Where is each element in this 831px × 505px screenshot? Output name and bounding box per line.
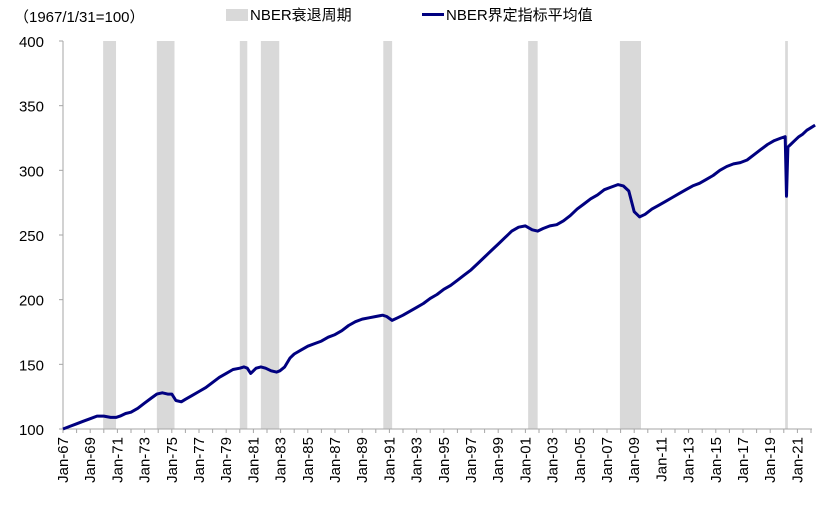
x-tick-label: Jan-93 [409,437,426,483]
y-tick-label: 300 [19,163,44,180]
y-axis-unit-label: （1967/1/31=100） [14,9,145,26]
recession-band [103,41,117,429]
recession-swatch-icon [226,8,248,21]
recession-band [156,41,175,429]
x-tick-label: Jan-73 [137,437,154,483]
x-tick-label: Jan-91 [381,437,398,483]
recession-band [528,41,538,429]
x-tick-label: Jan-85 [300,437,317,483]
y-tick-label: 150 [19,357,44,374]
y-tick-label: 350 [19,99,44,116]
x-tick-label: Jan-13 [681,437,698,483]
recession-band [383,41,393,429]
x-tick-label: Jan-69 [82,437,99,483]
legend-index-label: NBER界定指标平均值 [446,7,593,24]
x-tick-label: Jan-97 [463,437,480,483]
x-tick-label: Jan-21 [789,437,806,483]
x-tick-label: Jan-87 [327,437,344,483]
x-tick-label: Jan-77 [191,437,208,483]
y-tick-label: 200 [19,293,44,310]
legend-item-index: NBER界定指标平均值 [422,4,593,25]
x-tick-label: Jan-89 [354,437,371,483]
recession-band [619,41,641,429]
y-tick-label: 250 [19,228,44,245]
x-tick-label: Jan-81 [245,437,262,483]
x-tick-label: Jan-95 [436,437,453,483]
legend-recession-label: NBER衰退周期 [250,7,352,24]
x-tick-label: Jan-07 [599,437,616,483]
x-tick-label: Jan-11 [653,437,670,482]
x-tick-label: Jan-01 [517,437,534,483]
x-tick-label: Jan-17 [735,437,752,483]
x-tick-label: Jan-05 [572,437,589,483]
x-tick-label: Jan-67 [55,437,72,483]
x-tick-label: Jan-15 [708,437,725,483]
x-tick-label: Jan-83 [273,437,290,483]
x-tick-label: Jan-79 [218,437,235,483]
legend-item-recession: NBER衰退周期 [226,4,352,25]
recession-band [785,41,788,429]
x-tick-label: Jan-71 [109,437,126,483]
line-swatch-icon [422,13,444,16]
recession-band [239,41,248,429]
x-tick-label: Jan-19 [762,437,779,483]
x-tick-label: Jan-09 [626,437,643,483]
recession-band [260,41,280,429]
y-tick-label: 100 [19,422,44,439]
x-tick-label: Jan-99 [490,437,507,483]
y-tick-label: 400 [19,34,44,51]
x-tick-label: Jan-03 [545,437,562,483]
index-line [62,123,816,431]
x-tick-label: Jan-75 [164,437,181,483]
